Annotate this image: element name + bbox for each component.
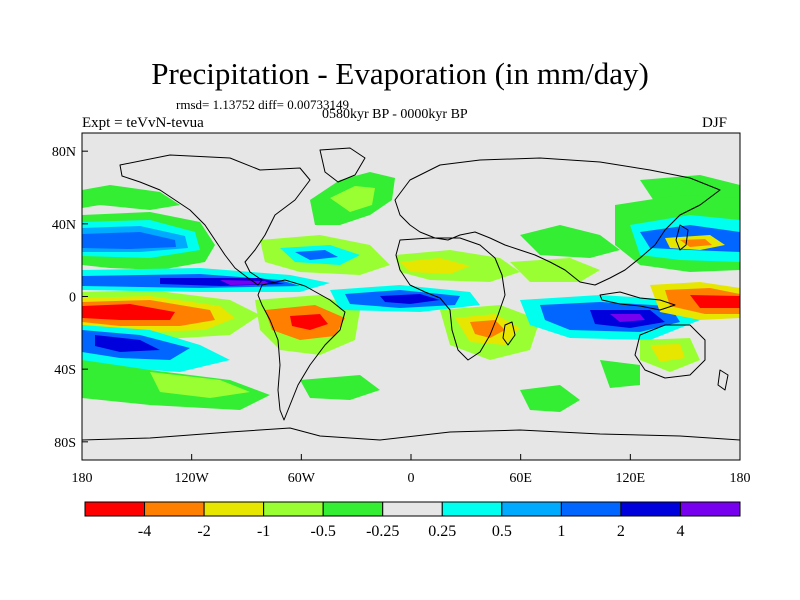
period-label: 0580kyr BP - 0000kyr BP	[322, 107, 468, 122]
coast-south-america	[257, 279, 346, 421]
stats-label: rmsd= 1.13752 diff= 0.00733149	[176, 97, 349, 112]
field-safrica-orange	[470, 320, 505, 338]
field-africa-yellow	[400, 258, 470, 274]
y-tick-label: 80N	[52, 145, 76, 160]
x-tick-label: 120W	[175, 471, 210, 486]
x-tick-label: 60E	[509, 471, 532, 486]
coast-eurasia	[394, 157, 721, 286]
x-tick-label: 180	[72, 471, 93, 486]
coast-africa	[395, 237, 506, 361]
colorbar-swatch	[144, 501, 205, 517]
field-io-purple	[610, 314, 645, 322]
field-asia-green	[520, 225, 620, 258]
y-tick-label: 40S	[54, 363, 76, 378]
field-soceans-green1	[300, 375, 380, 400]
colorbar-swatch	[263, 501, 324, 517]
colorbar-label: 0.5	[492, 523, 512, 540]
field-arctic-green	[82, 185, 180, 210]
field-aus-yellow	[650, 344, 685, 362]
y-tick-label: 0	[69, 291, 76, 306]
field-itcz-purple	[220, 280, 270, 285]
colorbar-label: -2	[197, 523, 210, 540]
colorbar-label: 2	[617, 523, 625, 540]
colorbar-label: 1	[557, 523, 565, 540]
colorbar: -4 -2 -1 -0.5 -0.25 0.25 0.5 1 2 4	[84, 501, 741, 540]
colorbar-swatch	[620, 501, 681, 517]
colorbar-label: 4	[676, 523, 684, 540]
y-axis-ticks: 80N 40N 0 40S 80S	[52, 145, 88, 451]
field-tatl-darkblue	[380, 294, 440, 304]
colorbar-label: -0.5	[311, 523, 336, 540]
field-spcz-darkblue	[95, 335, 160, 352]
field-arabia-lime	[510, 258, 600, 282]
x-tick-label: 120E	[616, 471, 646, 486]
field-wp-red	[690, 295, 740, 308]
field-atlantic-north-lime	[330, 186, 375, 212]
field-wpac-orange	[680, 239, 712, 247]
colorbar-label: -4	[138, 523, 151, 540]
field-natl-subtrop-blue	[295, 250, 338, 260]
coast-indonesia	[599, 291, 676, 311]
colorbar-swatch	[203, 501, 265, 517]
coast-antarctica	[82, 427, 740, 441]
colorbar-swatch	[560, 501, 622, 517]
colorbar-swatch	[382, 501, 443, 517]
y-tick-label: 80S	[54, 436, 76, 451]
field-npac-blue	[82, 232, 176, 249]
field-soceans-green3	[600, 360, 640, 388]
x-tick-label: 180	[730, 471, 751, 486]
coast-greenland	[319, 147, 366, 183]
coast-nz	[717, 369, 729, 391]
colorbar-label: -0.25	[366, 523, 399, 540]
coastlines	[82, 147, 740, 441]
x-axis-ticks: 180 120W 60W 0 60E 120E 180	[72, 454, 751, 486]
colorbar-swatch	[441, 501, 503, 517]
field-soceans-green2	[520, 385, 580, 412]
season-label: DJF	[702, 115, 728, 131]
x-tick-label: 0	[408, 471, 415, 486]
y-tick-label: 40N	[52, 218, 76, 233]
field-contours	[82, 172, 740, 412]
coast-north-america	[119, 154, 311, 286]
colorbar-label: -1	[257, 523, 270, 540]
coast-japan	[675, 224, 689, 251]
field-epac-red	[82, 304, 175, 320]
field-samerica-red	[290, 314, 328, 330]
colorbar-swatch	[679, 501, 741, 517]
colorbar-swatch	[84, 501, 146, 517]
colorbar-swatch	[322, 501, 384, 517]
field-spac-lime	[150, 372, 250, 398]
x-tick-label: 60W	[288, 471, 316, 486]
experiment-label: Expt = teVvN-tevua	[82, 115, 204, 131]
colorbar-swatch	[501, 501, 562, 517]
map-title: Precipitation - Evaporation (in mm/day)	[151, 56, 649, 91]
colorbar-label: 0.25	[428, 523, 456, 540]
coast-madagascar	[502, 321, 516, 346]
coast-australia	[634, 324, 706, 379]
